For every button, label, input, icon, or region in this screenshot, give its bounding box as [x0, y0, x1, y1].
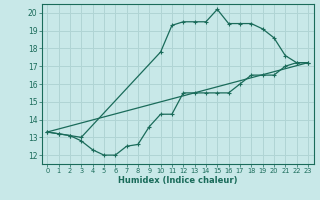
X-axis label: Humidex (Indice chaleur): Humidex (Indice chaleur) — [118, 176, 237, 185]
